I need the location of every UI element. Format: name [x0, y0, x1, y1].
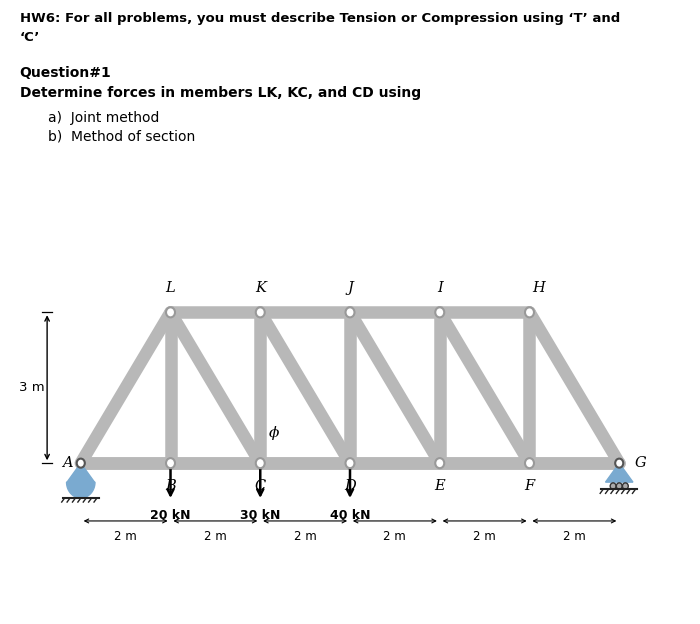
Text: 2 m: 2 m — [114, 530, 137, 543]
Circle shape — [166, 308, 175, 318]
Polygon shape — [606, 463, 633, 482]
Text: J: J — [347, 281, 353, 295]
Circle shape — [435, 308, 444, 318]
Text: 30 kN: 30 kN — [240, 509, 281, 522]
Text: ϕ: ϕ — [269, 426, 279, 440]
Text: a)  Joint method: a) Joint method — [48, 111, 159, 125]
Text: 2 m: 2 m — [294, 530, 316, 543]
Text: H: H — [532, 281, 545, 295]
Polygon shape — [67, 463, 94, 482]
Text: 3 m: 3 m — [19, 381, 44, 394]
Text: L: L — [166, 281, 176, 295]
Circle shape — [435, 458, 444, 468]
Text: D: D — [344, 479, 356, 493]
Text: G: G — [635, 456, 647, 470]
Polygon shape — [66, 482, 95, 498]
Circle shape — [616, 483, 622, 489]
Circle shape — [622, 483, 629, 489]
Text: 40 kN: 40 kN — [330, 509, 370, 522]
Text: HW6: For all problems, you must describe Tension or Compression using ‘T’ and: HW6: For all problems, you must describe… — [20, 12, 620, 26]
Text: B: B — [165, 479, 176, 493]
Circle shape — [346, 458, 354, 468]
Circle shape — [256, 308, 265, 318]
Circle shape — [77, 459, 85, 467]
Text: 20 kN: 20 kN — [150, 509, 191, 522]
Circle shape — [166, 458, 175, 468]
Text: 2 m: 2 m — [563, 530, 586, 543]
Text: Determine forces in members LK, KC, and CD using: Determine forces in members LK, KC, and … — [20, 86, 421, 100]
Circle shape — [610, 483, 616, 489]
Text: E: E — [435, 479, 445, 493]
Circle shape — [525, 458, 534, 468]
Circle shape — [615, 459, 623, 467]
Text: Question#1: Question#1 — [20, 66, 111, 79]
Text: A: A — [62, 456, 73, 470]
Text: b)  Method of section: b) Method of section — [48, 130, 195, 144]
Text: K: K — [255, 281, 266, 295]
Text: 2 m: 2 m — [473, 530, 496, 543]
Text: 2 m: 2 m — [384, 530, 406, 543]
Text: I: I — [437, 281, 442, 295]
Circle shape — [256, 458, 265, 468]
Text: F: F — [524, 479, 535, 493]
Circle shape — [525, 308, 534, 318]
Text: ‘C’: ‘C’ — [20, 31, 40, 44]
Circle shape — [346, 308, 354, 318]
Text: C: C — [255, 479, 266, 493]
Text: 2 m: 2 m — [204, 530, 227, 543]
